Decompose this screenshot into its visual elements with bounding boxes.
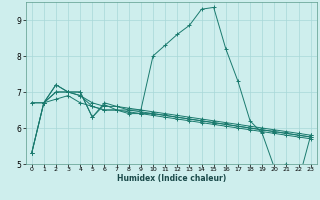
X-axis label: Humidex (Indice chaleur): Humidex (Indice chaleur) [116, 174, 226, 183]
